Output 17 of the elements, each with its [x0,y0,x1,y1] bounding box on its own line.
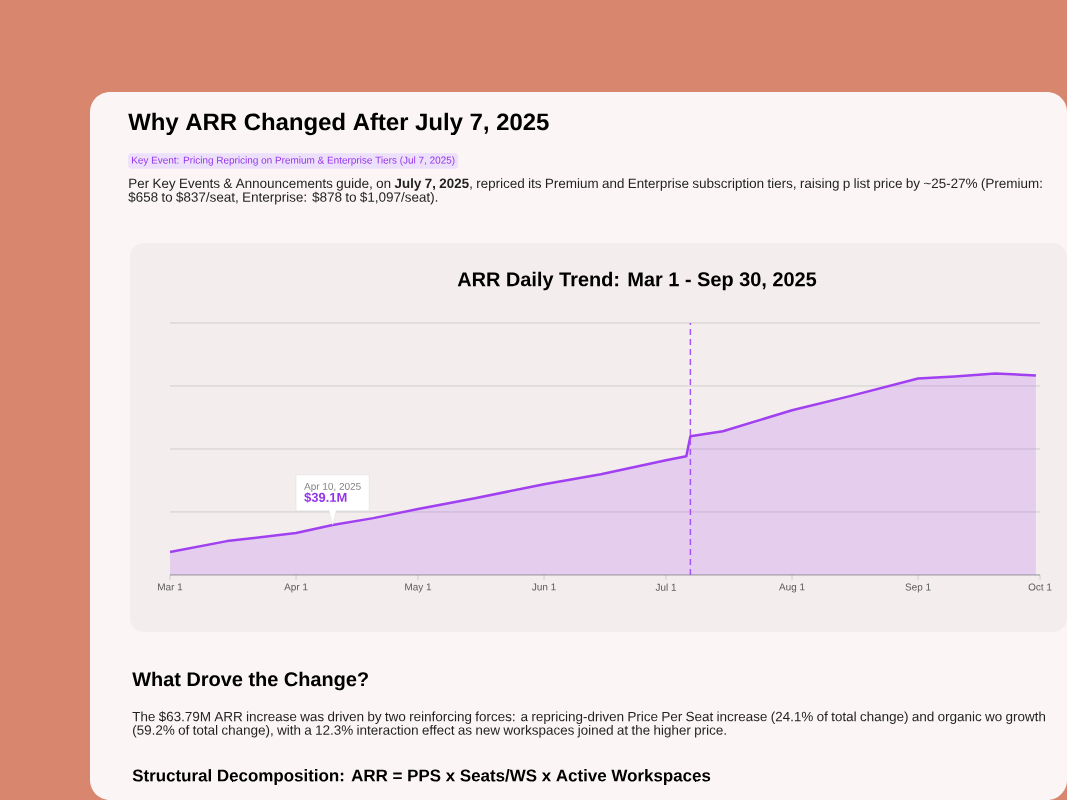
x-tick-label: Jul 1 [655,583,677,591]
chart-title: ARR Daily Trend: Mar 1 - Sep 30, 2025 [457,271,817,291]
x-tick-label: Oct 1 [1028,583,1052,591]
text: Key Event: Pricing Repricing on Premium & Enterprise Tiers (Jul 7, 2025) [132,156,455,166]
x-tick-label: Apr 1 [284,583,308,593]
annotation: $39.1M [304,492,347,503]
text: What Drove the Change? [132,671,368,691]
annotation: Apr 10, 2025 [304,482,361,492]
x-tick-label: Jun 1 [532,583,556,591]
text: The $63.79M ARR increase was driven by two reinforcing forces: a repricing-driven Price Per Seat increase (24.1% of total change) and organic wo growth (59.2% of total change), with a 12.3% interaction effect as new workspaces joined at the higher price. [132,711,1046,738]
x-tick-label: Sep 1 [905,583,931,593]
x-tick-label: Aug 1 [779,583,805,593]
text: Why ARR Changed After July 7, 2025 [128,112,549,136]
x-tick-label: May 1 [405,583,432,593]
text: Structural Decomposition: ARR = PPS x Seats/WS x Active Workspaces [132,769,711,785]
text: Per Key Events & Announcements guide, on July 7, 2025, repriced its Premium and Enterprise subscription tiers, raising p list price by ~25-27% (Premium: $658 to $837/seat, Enterprise: $878 to $1,097/seat). [128,178,1042,205]
x-tick-label: Mar 1 [158,583,183,591]
